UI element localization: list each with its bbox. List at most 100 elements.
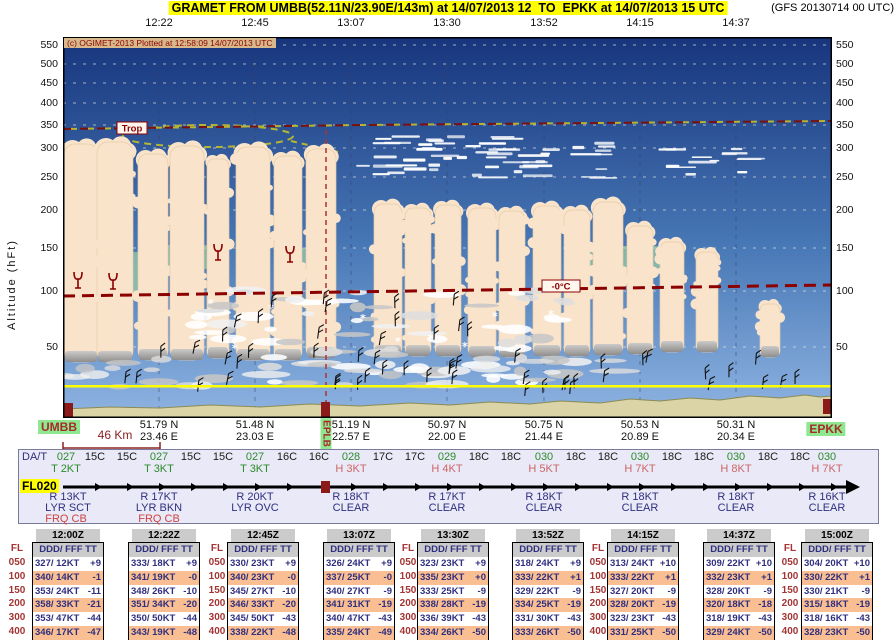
wind-dir-speed: 336/ 39KT [420,613,465,625]
wind-table: 14:37Z DDD/ FFF TT 309/ 22KT +10 332/ 23KT +1… [703,529,775,640]
wind-dir-speed: 335/ 23KT [420,571,465,583]
da-t-label: DA/T [22,451,48,463]
wind-dir-speed: 338/ 28KT [420,599,465,611]
wind-table: 13:30Z DDD/ FFF TT 323/ 23KT +9 335/ 23KT +0 3… [417,529,489,640]
wind-dir-speed: 318/ 19KT [706,613,751,625]
temperature-value: 18C [661,451,683,463]
temperature: -50 [758,627,772,639]
table-time-header: 14:15Z [611,529,675,542]
temperature: +0 [475,571,486,583]
temperature: -0 [188,571,197,583]
surface-reference-line [63,385,832,388]
temperature-value: 17C [372,451,394,463]
y-tick-label: 400 [836,97,854,109]
fl-spacer [777,529,803,542]
table-row: 315/ 18KT -19 [802,598,872,613]
y-tick-label: 50 [46,341,58,353]
density-altitude-value: 030 [817,451,837,463]
time-label: 14:37 [722,17,750,29]
temperature: +9 [475,557,486,569]
temperature: -1 [92,571,101,583]
groundspeed-value: R 20KT [236,491,274,503]
wind-dir-speed: 333/ 22KT [515,571,560,583]
table-row: 313/ 24KT +10 [608,557,678,571]
flight-level-column: FL 050 100 150 200 300 400 [204,529,230,639]
wind-component-value: T 3KT [144,463,174,475]
table-time-header: 13:52Z [516,529,580,542]
wind-dir-speed: 333/ 25KT [420,585,465,597]
table-time-header: 14:37Z [707,529,771,542]
chart-title: GRAMET FROM UMBB(52.11N/23.90E/143m) at … [168,1,728,15]
y-tick-label: 200 [40,204,58,216]
flight-level-column: FL 050 100 150 200 300 400 [395,529,421,639]
table-row: 351/ 34KT -20 [129,598,199,613]
wind-dir-speed: 318/ 16KT [804,613,849,625]
temperature: -19 [378,599,392,611]
wind-dir-speed: 338/ 22KT [230,627,275,639]
temperature-value: 18C [565,451,587,463]
groundspeed-value: R 18KT [332,491,370,503]
fl-level-label: 200 [589,598,607,610]
snow-symbol: * [360,312,366,325]
table-row: 341/ 19KT -0 [129,570,199,585]
fl-level-label: 400 [399,626,417,638]
wind-dir-speed: 328/ 23KT [804,627,849,639]
wind-table: 12:00Z DDD/ FFF TT 327/ 12KT +9 340/ 14KT -1 3… [32,529,104,640]
fl-level-label: 100 [208,570,226,582]
coordinate-label: 51.48 N 23.03 E [235,419,275,443]
table-row: 334/ 25KT -19 [513,598,583,613]
y-tick-label: 500 [836,58,854,70]
wind-dir-speed: 323/ 23KT [420,557,465,569]
y-tick-label: 350 [836,119,854,131]
temperature-value: 15C [212,451,234,463]
table-row: 320/ 18KT -18 [704,598,774,613]
wind-dir-speed: 350/ 50KT [131,613,176,625]
coordinate-label: 50.53 N 20.89 E [620,419,660,443]
y-tick-label: 250 [40,171,58,183]
table-row: 329/ 24KT -50 [704,626,774,640]
density-altitude-value: 027 [56,451,76,463]
table-row: 327/ 12KT +9 [33,557,103,571]
icing-symbol [108,272,118,290]
table-row: 353/ 24KT -11 [33,585,103,599]
temperature: -43 [662,613,676,625]
wind-dir-speed: 332/ 23KT [706,571,751,583]
fl-level-label: 200 [208,598,226,610]
table-body: DDD/ FFF TT 327/ 12KT +9 340/ 14KT -1 353/ 24… [32,542,104,640]
wind-table: 13:52Z DDD/ FFF TT 318/ 24KT +9 333/ 22KT +1 3… [512,529,584,640]
temperature: -10 [282,585,296,597]
temperature: +1 [665,571,676,583]
temperature: -43 [472,613,486,625]
time-label: 14:15 [626,17,654,29]
temperature-value: 15C [180,451,202,463]
y-tick-label: 150 [836,242,854,254]
groundspeed-value: R 16KT [808,491,846,503]
table-row: 332/ 23KT +1 [704,570,774,585]
wind-component-value: H 4KT [431,463,463,475]
time-label: 12:22 [145,17,173,29]
table-row: 336/ 39KT -43 [418,612,488,626]
table-row: 340/ 27KT -9 [324,585,394,599]
wind-dir-speed: 351/ 34KT [131,599,176,611]
density-altitude-value: 029 [437,451,457,463]
table-row: 333/ 26KT -50 [513,626,583,640]
wind-dir-speed: 340/ 27KT [326,585,371,597]
svg-text:-0°C: -0°C [551,282,570,293]
wind-dir-speed: 330/ 23KT [230,557,275,569]
fl-header: FL [210,543,224,554]
tropopause-label: Trop [116,121,148,135]
table-row: 338/ 28KT -19 [418,598,488,613]
tropopause-line [63,120,832,130]
wind-dir-speed: 328/ 20KT [706,585,751,597]
cloud-coverage-value: CLEAR [808,502,846,514]
temperature: +10 [853,557,870,569]
wind-component-value: H 7KT [624,463,656,475]
table-row: 333/ 25KT -9 [418,585,488,599]
temperature: -20 [282,599,296,611]
snow-symbol: * [395,335,401,348]
fl-level-label: 050 [589,556,607,568]
waypoint-label-epkk: EPKK [806,422,846,436]
convection-warning: FRQ CB [45,513,87,525]
wind-dir-speed: 346/ 17KT [35,627,80,639]
temperature: -19 [472,599,486,611]
